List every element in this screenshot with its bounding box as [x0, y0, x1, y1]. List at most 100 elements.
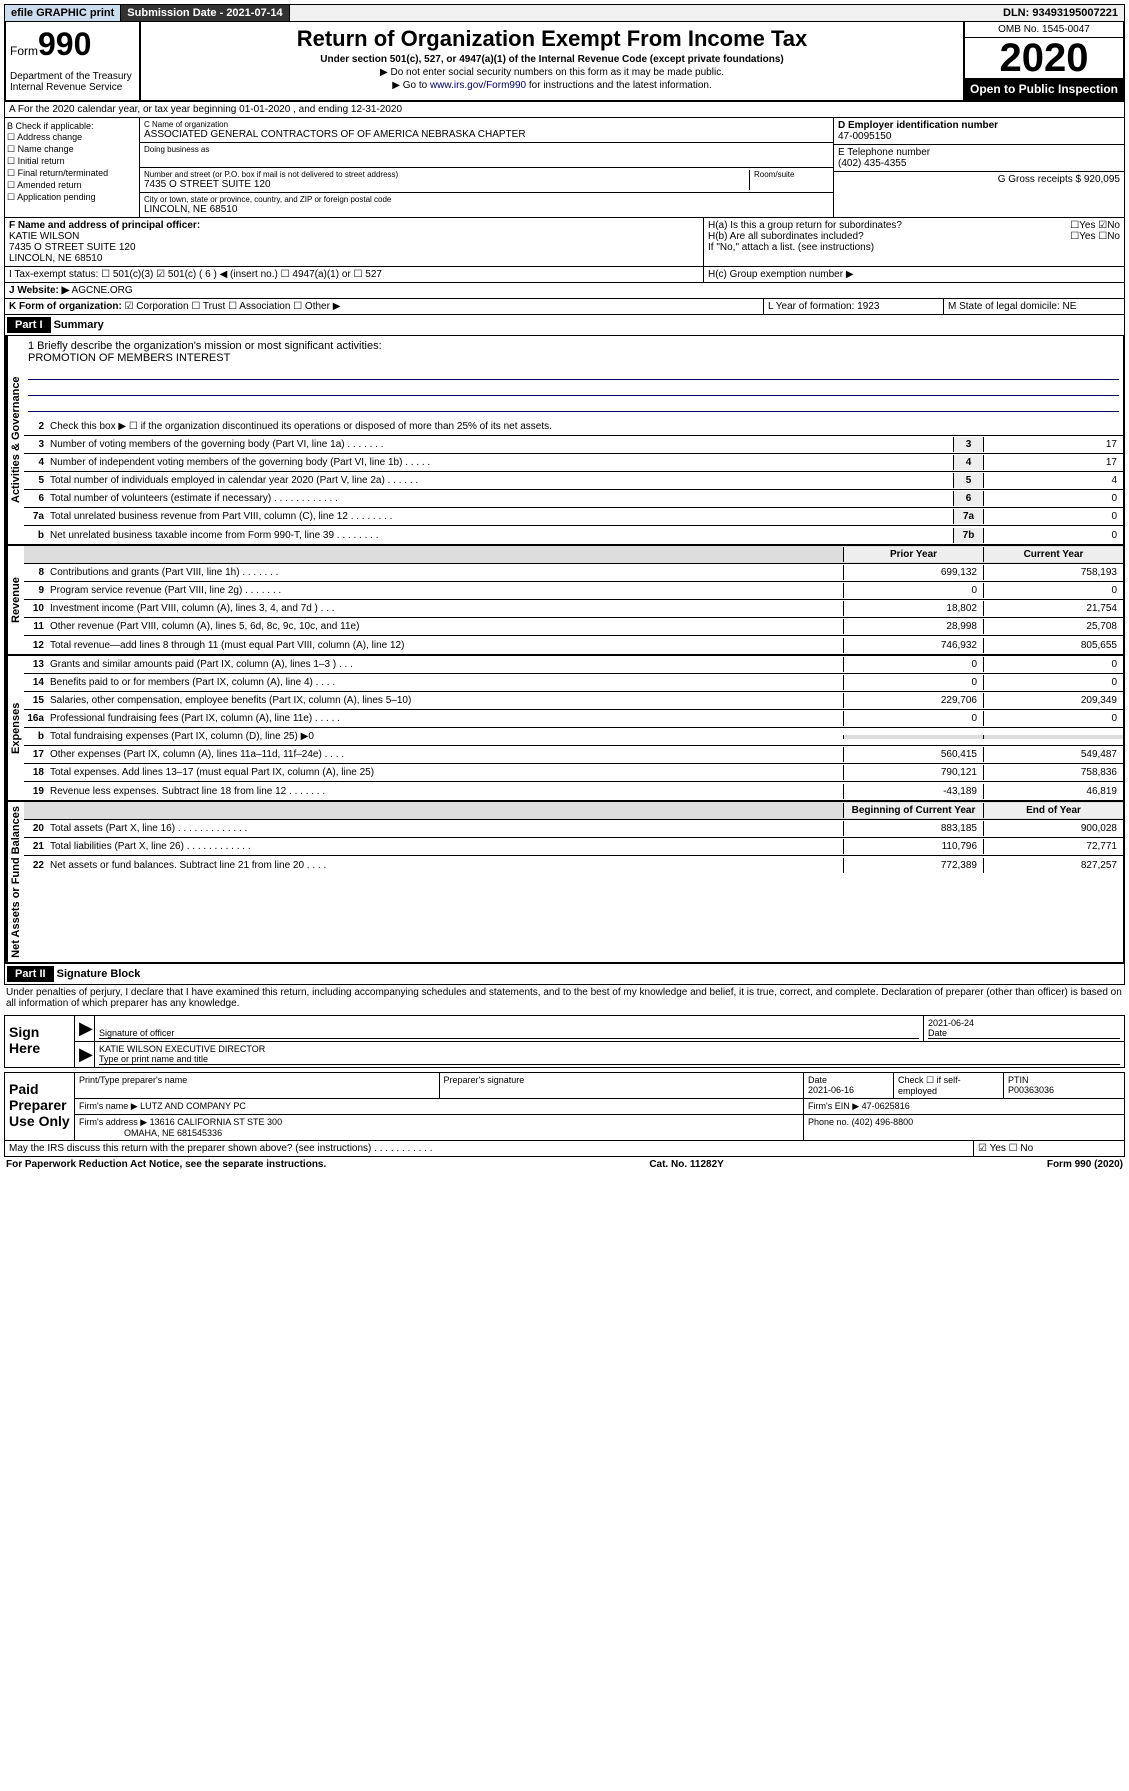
dba-label: Doing business as [144, 145, 829, 154]
officer-name: KATIE WILSON [9, 231, 699, 242]
table-row: 7aTotal unrelated business revenue from … [24, 508, 1123, 526]
discuss-text: May the IRS discuss this return with the… [5, 1141, 974, 1156]
tax-exempt-label: I Tax-exempt status: [9, 269, 98, 280]
prep-name-label: Print/Type preparer's name [75, 1073, 440, 1098]
sig-date: 2021-06-24 [928, 1018, 1120, 1028]
phone-label: E Telephone number [838, 147, 1120, 158]
irs-link[interactable]: www.irs.gov/Form990 [430, 80, 526, 91]
table-row: 6Total number of volunteers (estimate if… [24, 490, 1123, 508]
table-row: 17Other expenses (Part IX, column (A), l… [24, 746, 1123, 764]
table-row: 15Salaries, other compensation, employee… [24, 692, 1123, 710]
current-year-header: Current Year [983, 547, 1123, 562]
begin-year-header: Beginning of Current Year [843, 803, 983, 818]
self-employed[interactable]: Check ☐ if self-employed [894, 1073, 1004, 1098]
note-ssn: ▶ Do not enter social security numbers o… [145, 67, 959, 78]
table-row: 13Grants and similar amounts paid (Part … [24, 656, 1123, 674]
net-assets-section: Net Assets or Fund Balances Beginning of… [4, 802, 1125, 964]
form-header: Form990 Department of the Treasury Inter… [4, 22, 1125, 102]
prep-date: 2021-06-16 [808, 1085, 854, 1095]
part2-title: Signature Block [57, 968, 141, 980]
table-row: 19Revenue less expenses. Subtract line 1… [24, 782, 1123, 800]
checkbox-amended[interactable]: ☐ Amended return [7, 180, 137, 191]
part1-badge: Part I [7, 317, 51, 333]
form-org-label: K Form of organization: [9, 301, 122, 312]
checkbox-final[interactable]: ☐ Final return/terminated [7, 168, 137, 179]
table-row: 18Total expenses. Add lines 13–17 (must … [24, 764, 1123, 782]
city-label: City or town, state or province, country… [144, 195, 829, 204]
box-c: C Name of organization ASSOCIATED GENERA… [140, 118, 834, 217]
table-row: 20Total assets (Part X, line 16) . . . .… [24, 820, 1123, 838]
table-row: 3Number of voting members of the governi… [24, 436, 1123, 454]
checkbox-initial[interactable]: ☐ Initial return [7, 156, 137, 167]
dept-label: Department of the Treasury Internal Reve… [10, 71, 135, 93]
efile-link[interactable]: efile GRAPHIC print [5, 5, 121, 21]
part1-header-row: Part I Summary [4, 315, 1125, 336]
table-row: 14Benefits paid to or for members (Part … [24, 674, 1123, 692]
table-row: 10Investment income (Part VIII, column (… [24, 600, 1123, 618]
table-row: 9Program service revenue (Part VIII, lin… [24, 582, 1123, 600]
paid-preparer-label: Paid Preparer Use Only [5, 1073, 75, 1140]
firm-addr: 13616 CALIFORNIA ST STE 300 [150, 1117, 282, 1127]
part1-title: Summary [54, 319, 104, 331]
sig-name: KATIE WILSON EXECUTIVE DIRECTOR [99, 1044, 1120, 1054]
checkbox-name[interactable]: ☐ Name change [7, 144, 137, 155]
expenses-section: Expenses 13Grants and similar amounts pa… [4, 656, 1125, 802]
row-j: J Website: ▶ AGCNE.ORG [4, 283, 1125, 299]
ptin: P00363036 [1008, 1085, 1054, 1095]
box-b-label: B Check if applicable: [7, 121, 137, 131]
table-row: 12Total revenue—add lines 8 through 11 (… [24, 636, 1123, 654]
hc-label: H(c) Group exemption number ▶ [704, 267, 1124, 282]
table-row: 22Net assets or fund balances. Subtract … [24, 856, 1123, 874]
row-klm: K Form of organization: ☑ Corporation ☐ … [4, 299, 1125, 315]
paid-preparer-section: Paid Preparer Use Only Print/Type prepar… [4, 1072, 1125, 1141]
net-vert-label: Net Assets or Fund Balances [6, 802, 24, 962]
sign-here-section: Sign Here ▶ Signature of officer 2021-06… [4, 1015, 1125, 1068]
org-name-label: C Name of organization [144, 120, 829, 129]
row-i-hc: I Tax-exempt status: ☐ 501(c)(3) ☑ 501(c… [4, 267, 1125, 283]
box-d-e-g: D Employer identification number 47-0095… [834, 118, 1124, 217]
section-bcd: B Check if applicable: ☐ Address change … [4, 118, 1125, 218]
checkbox-pending[interactable]: ☐ Application pending [7, 192, 137, 203]
sig-name-label: Type or print name and title [99, 1054, 1120, 1065]
phone-value: (402) 435-4355 [838, 158, 1120, 169]
gov-vert-label: Activities & Governance [6, 336, 24, 544]
box-b: B Check if applicable: ☐ Address change … [5, 118, 140, 217]
org-city: LINCOLN, NE 68510 [144, 204, 829, 215]
form-title: Return of Organization Exempt From Incom… [145, 26, 959, 52]
ein-label: D Employer identification number [838, 120, 1120, 131]
sig-date-label: Date [928, 1028, 1120, 1039]
h-note: If "No," attach a list. (see instruction… [708, 242, 1120, 253]
form-footer: Form 990 (2020) [1047, 1159, 1123, 1170]
addr-label: Number and street (or P.O. box if mail i… [144, 170, 749, 179]
perjury-text: Under penalties of perjury, I declare th… [4, 985, 1125, 1011]
website-value: AGCNE.ORG [72, 285, 133, 296]
table-row: 11Other revenue (Part VIII, column (A), … [24, 618, 1123, 636]
part2-header-row: Part II Signature Block [4, 964, 1125, 985]
ein-value: 47-0095150 [838, 131, 1120, 142]
gross-receipts: G Gross receipts $ 920,095 [838, 174, 1120, 185]
org-name: ASSOCIATED GENERAL CONTRACTORS OF OF AME… [144, 129, 829, 140]
hb-label: H(b) Are all subordinates included? ☐Yes… [708, 231, 1120, 242]
open-public-badge: Open to Public Inspection [965, 78, 1123, 100]
year-formation: L Year of formation: 1923 [764, 299, 944, 314]
discuss-answer[interactable]: ☑ Yes ☐ No [974, 1141, 1124, 1156]
top-bar: efile GRAPHIC print Submission Date - 20… [4, 4, 1125, 22]
table-row: 16aProfessional fundraising fees (Part I… [24, 710, 1123, 728]
line-a: A For the 2020 calendar year, or tax yea… [4, 102, 1125, 118]
form-number: Form990 [10, 26, 135, 63]
prep-sig-label: Preparer's signature [440, 1073, 805, 1098]
revenue-section: Revenue Prior YearCurrent Year 8Contribu… [4, 546, 1125, 656]
firm-phone: (402) 496-8800 [852, 1117, 914, 1127]
sig-officer-label: Signature of officer [99, 1028, 919, 1039]
checkbox-address[interactable]: ☐ Address change [7, 132, 137, 143]
exp-vert-label: Expenses [6, 656, 24, 800]
form-subtitle: Under section 501(c), 527, or 4947(a)(1)… [145, 54, 959, 65]
mission-label: 1 Briefly describe the organization's mi… [28, 340, 1119, 352]
footer: For Paperwork Reduction Act Notice, see … [4, 1157, 1125, 1172]
org-address: 7435 O STREET SUITE 120 [144, 179, 749, 190]
governance-section: Activities & Governance 1 Briefly descri… [4, 336, 1125, 546]
website-label: J Website: ▶ [9, 285, 69, 296]
firm-name: LUTZ AND COMPANY PC [140, 1101, 246, 1111]
note-link: ▶ Go to www.irs.gov/Form990 for instruct… [145, 80, 959, 91]
prior-year-header: Prior Year [843, 547, 983, 562]
